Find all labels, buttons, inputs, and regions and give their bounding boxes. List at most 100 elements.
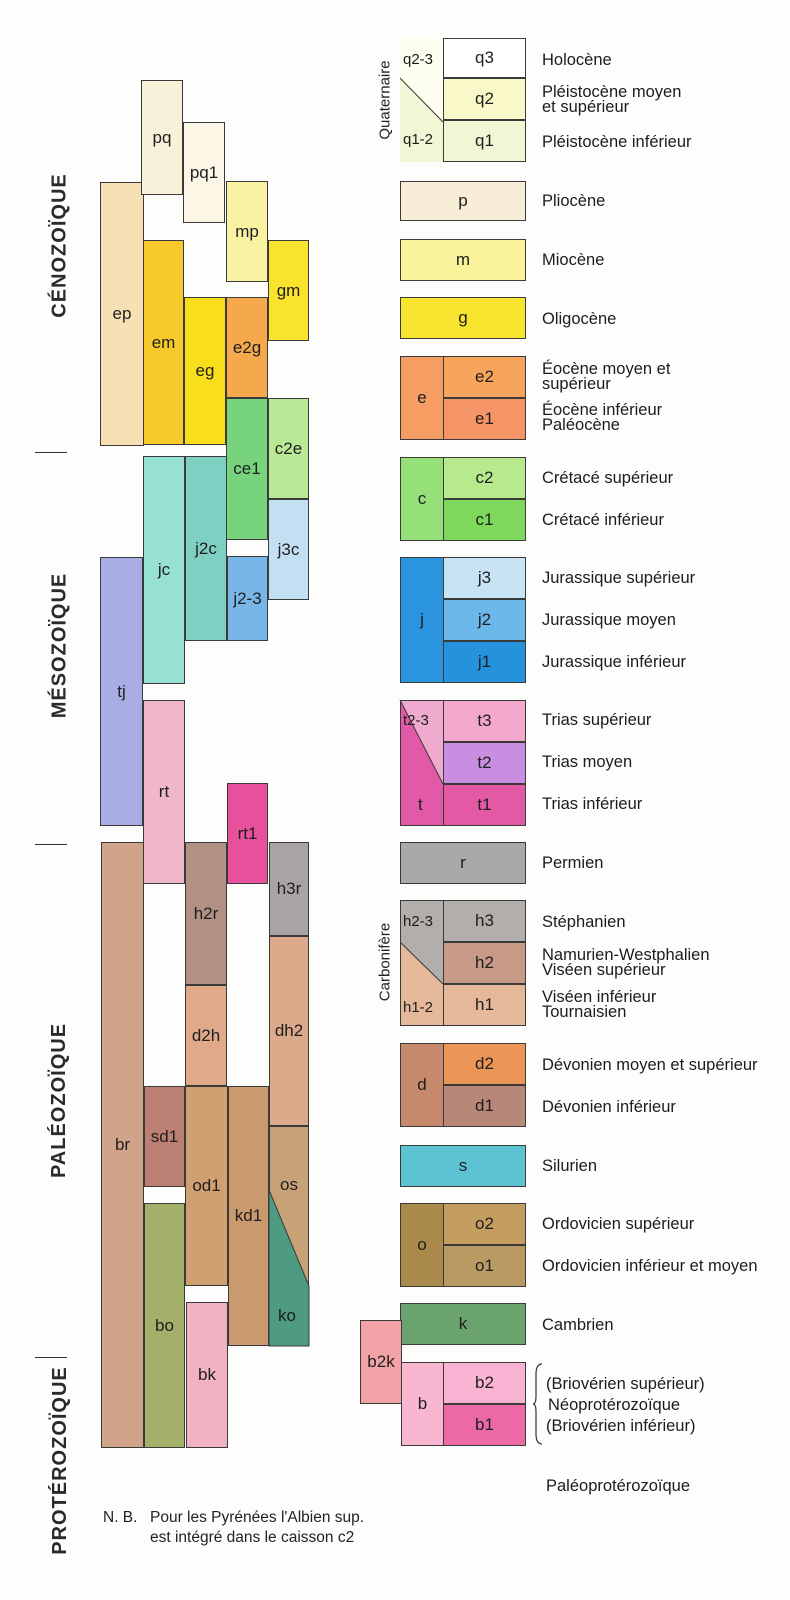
unit-pq: pq — [141, 80, 183, 195]
legend-h2-label: Namurien-Westphalien Viséen supérieur — [542, 946, 710, 979]
legend-j3: j3 — [443, 557, 526, 599]
legend-paleoproterozoique-label: Paléoprotérozoïque — [546, 1477, 691, 1495]
legend-t1-label: Trias inférieur — [542, 795, 643, 813]
legend-b1-label: (Briovérien inférieur) — [546, 1417, 696, 1435]
unit-d2h: d2h — [185, 985, 227, 1086]
unit-c2e: c2e — [268, 398, 309, 499]
unit-bk: bk — [186, 1302, 228, 1448]
legend-b2: b2 — [443, 1362, 526, 1404]
unit-h2r: h2r — [185, 842, 227, 985]
legend-t2: t2 — [443, 742, 526, 784]
unit-tj: tj — [100, 557, 143, 826]
legend-c1-label: Crétacé inférieur — [542, 511, 664, 529]
legend-g: g — [400, 297, 526, 339]
legend-b-label: Néoprotérozoïque — [548, 1396, 681, 1414]
legend-q1: q1 — [443, 120, 526, 162]
legend-c2-label: Crétacé supérieur — [542, 469, 674, 487]
legend-h1-label: Viséen inférieur Tournaisien — [542, 988, 657, 1021]
era-divider — [35, 1357, 67, 1358]
legend-j: j — [400, 557, 444, 683]
legend-b2k: b2k — [360, 1320, 402, 1404]
legend-r: r — [400, 842, 526, 884]
legend-j2: j2 — [443, 599, 526, 641]
legend-q23-code: q2-3 — [403, 51, 434, 68]
unit-od1: od1 — [185, 1086, 228, 1286]
legend-e2: e2 — [443, 356, 526, 398]
unit-jc: jc — [143, 456, 185, 684]
unit-gm: gm — [268, 240, 309, 341]
legend-k-label: Cambrien — [542, 1316, 614, 1334]
unit-j3c: j3c — [268, 499, 309, 600]
unit-ko-label: ko — [278, 1306, 296, 1325]
unit-ep: ep — [100, 182, 144, 446]
legend-g-label: Oligocène — [542, 310, 617, 328]
note-line-1: Pour les Pyrénées l'Albien sup. — [150, 1509, 365, 1526]
legend-k: k — [400, 1303, 526, 1345]
note-line-2: est intégré dans le caisson c2 — [150, 1529, 355, 1546]
legend-q1-label: Pléistocène inférieur — [542, 133, 692, 151]
era-divider — [35, 452, 67, 453]
legend-d1: d1 — [443, 1085, 526, 1127]
legend-h-split — [399, 900, 444, 1026]
legend-q12-code: q1-2 — [403, 131, 434, 148]
unit-rt: rt — [143, 700, 185, 884]
legend-t-code: t — [418, 795, 423, 814]
note-prefix: N. B. — [103, 1509, 138, 1526]
legend-o: o — [400, 1203, 444, 1287]
legend-t-split — [399, 699, 444, 826]
unit-bo: bo — [144, 1203, 185, 1448]
legend-h1: h1 — [443, 984, 526, 1026]
legend-d: d — [400, 1043, 444, 1127]
unit-e2g: e2g — [226, 297, 268, 398]
legend-e1-label: Éocène inférieur Paléocène — [542, 401, 663, 434]
legend-o1: o1 — [443, 1245, 526, 1287]
legend-c1: c1 — [443, 499, 526, 541]
legend-b2-label: (Briovérien supérieur) — [546, 1375, 705, 1393]
era-divider — [35, 844, 67, 845]
legend-b: b — [401, 1362, 444, 1446]
legend-c2: c2 — [443, 457, 526, 499]
legend-j1: j1 — [443, 641, 526, 683]
legend-r-label: Permien — [542, 854, 604, 872]
legend-d1-label: Dévonien inférieur — [542, 1098, 676, 1116]
legend-t23-code: t2-3 — [403, 712, 429, 729]
unit-dh2: dh2 — [269, 936, 309, 1126]
legend-q3-label: Holocène — [542, 51, 612, 69]
legend-e1: e1 — [443, 398, 526, 440]
legend-b-bracket — [532, 1363, 543, 1445]
legend-t2-label: Trias moyen — [542, 753, 633, 771]
legend-t3: t3 — [443, 700, 526, 742]
unit-ce1: ce1 — [226, 398, 268, 540]
legend-o2-label: Ordovicien supérieur — [542, 1215, 695, 1233]
legend-j3-label: Jurassique supérieur — [542, 569, 696, 587]
legend-j1-label: Jurassique inférieur — [542, 653, 686, 671]
unit-j2c: j2c — [185, 456, 227, 641]
legend-q3: q3 — [443, 38, 526, 78]
unit-j2-3: j2-3 — [227, 556, 268, 641]
legend-m: m — [400, 239, 526, 281]
legend-h3: h3 — [443, 900, 526, 942]
legend-t3-label: Trias supérieur — [542, 711, 652, 729]
unit-pq1: pq1 — [183, 122, 225, 223]
unit-ko-diagonal — [268, 1189, 310, 1347]
legend-p-label: Pliocène — [542, 192, 606, 210]
legend-j2-label: Jurassique moyen — [542, 611, 676, 629]
legend-d2-label: Dévonien moyen et supérieur — [542, 1056, 758, 1074]
legend-e: e — [400, 356, 444, 440]
legend-o2: o2 — [443, 1203, 526, 1245]
legend-q2-label: Pléistocène moyen et supérieur — [542, 83, 682, 116]
unit-kd1: kd1 — [228, 1086, 269, 1346]
unit-rt1: rt1 — [227, 783, 268, 884]
legend-h3-label: Stéphanien — [542, 913, 626, 931]
unit-h3r: h3r — [269, 842, 309, 936]
legend-q2: q2 — [443, 78, 526, 120]
legend-e2-label: Éocène moyen et supérieur — [542, 360, 671, 393]
unit-em: em — [143, 240, 184, 445]
legend-o1-label: Ordovicien inférieur et moyen — [542, 1257, 758, 1275]
unit-sd1: sd1 — [144, 1086, 185, 1187]
unit-eg: eg — [184, 297, 226, 445]
legend-b1: b1 — [443, 1404, 526, 1446]
legend-q-split — [399, 38, 444, 162]
legend-c: c — [400, 457, 444, 541]
legend-s-label: Silurien — [542, 1157, 598, 1175]
